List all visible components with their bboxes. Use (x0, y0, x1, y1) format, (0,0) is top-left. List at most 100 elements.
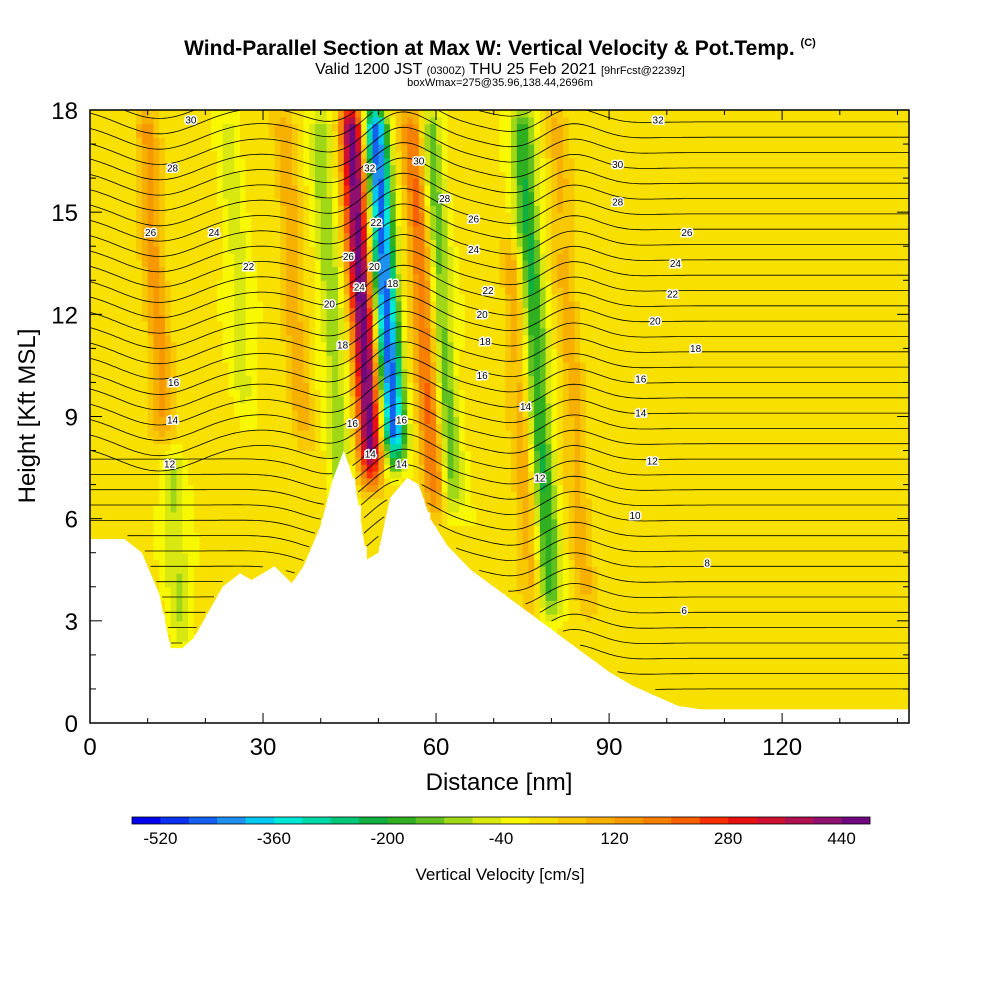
velocity-cell (159, 157, 166, 166)
velocity-cell (263, 198, 270, 206)
velocity-cell (505, 184, 512, 193)
velocity-cell (366, 491, 374, 499)
velocity-cell (159, 525, 166, 533)
velocity-cell (343, 116, 351, 125)
velocity-cell (240, 505, 247, 513)
velocity-cell (378, 198, 385, 206)
velocity-cell (413, 402, 420, 411)
velocity-cell (240, 436, 247, 445)
velocity-cell (182, 614, 189, 622)
velocity-cell (332, 110, 339, 118)
velocity-cell (159, 219, 166, 227)
velocity-cell (413, 191, 420, 200)
velocity-cell (482, 389, 489, 397)
velocity-cell (147, 416, 155, 424)
velocity-cell (101, 164, 108, 172)
velocity-cell (118, 219, 126, 227)
velocity-cell (170, 607, 178, 615)
velocity-cell (274, 212, 281, 220)
velocity-cell (136, 191, 143, 200)
velocity-cell (464, 464, 472, 472)
velocity-cell (366, 518, 374, 527)
velocity-cell (297, 321, 304, 329)
velocity-cell (257, 348, 264, 356)
velocity-cell (476, 375, 483, 383)
velocity-cell (482, 110, 489, 118)
velocity-cell (499, 566, 506, 574)
velocity-cell (286, 355, 293, 363)
velocity-cell (372, 239, 379, 247)
velocity-cell (107, 191, 114, 200)
velocity-cell (297, 539, 304, 547)
velocity-cell (447, 436, 454, 445)
velocity-cell (326, 300, 333, 309)
velocity-cell (228, 396, 235, 404)
velocity-cell (193, 416, 201, 424)
velocity-cell (488, 259, 495, 268)
velocity-cell (165, 511, 172, 520)
velocity-cell (205, 232, 212, 240)
velocity-cell (193, 518, 201, 527)
velocity-cell (257, 484, 264, 492)
velocity-cell (488, 287, 495, 295)
velocity-cell (228, 511, 235, 520)
velocity-cell (320, 484, 328, 492)
velocity-cell (216, 293, 224, 302)
velocity-cell (245, 375, 253, 383)
velocity-cell (240, 498, 247, 506)
velocity-cell (338, 198, 345, 206)
velocity-cell (90, 484, 97, 492)
velocity-cell (430, 450, 437, 458)
velocity-cell (228, 314, 235, 322)
velocity-cell (516, 600, 524, 608)
velocity-cell (476, 457, 483, 465)
velocity-cell (188, 634, 195, 642)
velocity-cell (188, 280, 195, 288)
velocity-cell (159, 287, 166, 295)
velocity-cell (464, 457, 472, 465)
velocity-cell (147, 307, 155, 315)
velocity-cell (193, 450, 201, 458)
velocity-cell (343, 123, 351, 131)
velocity-cell (355, 144, 362, 152)
velocity-cell (436, 518, 443, 527)
velocity-cell (216, 171, 224, 179)
velocity-cell (124, 184, 131, 193)
velocity-cell (90, 532, 97, 540)
velocity-cell (101, 348, 108, 356)
velocity-cell (326, 144, 333, 152)
velocity-cell (511, 518, 518, 527)
velocity-cell (245, 259, 253, 268)
velocity-cell (188, 266, 195, 275)
velocity-cell (459, 498, 466, 506)
velocity-cell (372, 259, 379, 268)
velocity-cell (234, 130, 241, 138)
velocity-cell (476, 525, 483, 533)
velocity-cell (447, 130, 454, 138)
velocity-cell (263, 287, 270, 295)
velocity-cell (176, 375, 183, 383)
velocity-cell (476, 130, 483, 138)
velocity-cell (464, 532, 472, 540)
velocity-cell (118, 430, 126, 438)
velocity-cell (297, 116, 304, 125)
velocity-cell (326, 123, 333, 131)
velocity-cell (136, 348, 143, 356)
velocity-cell (280, 130, 287, 138)
velocity-cell (424, 219, 431, 227)
velocity-cell (118, 307, 126, 315)
velocity-cell (159, 123, 166, 131)
velocity-cell (205, 198, 212, 206)
velocity-cell (170, 191, 178, 200)
velocity-cell (159, 205, 166, 213)
velocity-cell (366, 314, 374, 322)
velocity-cell (476, 321, 483, 329)
velocity-cell (286, 382, 293, 390)
velocity-cell (130, 396, 137, 404)
velocity-cell (314, 266, 322, 275)
velocity-cell (476, 566, 483, 574)
velocity-cell (257, 464, 264, 472)
velocity-cell (511, 307, 518, 315)
velocity-cell (170, 375, 178, 383)
velocity-cell (441, 225, 449, 234)
